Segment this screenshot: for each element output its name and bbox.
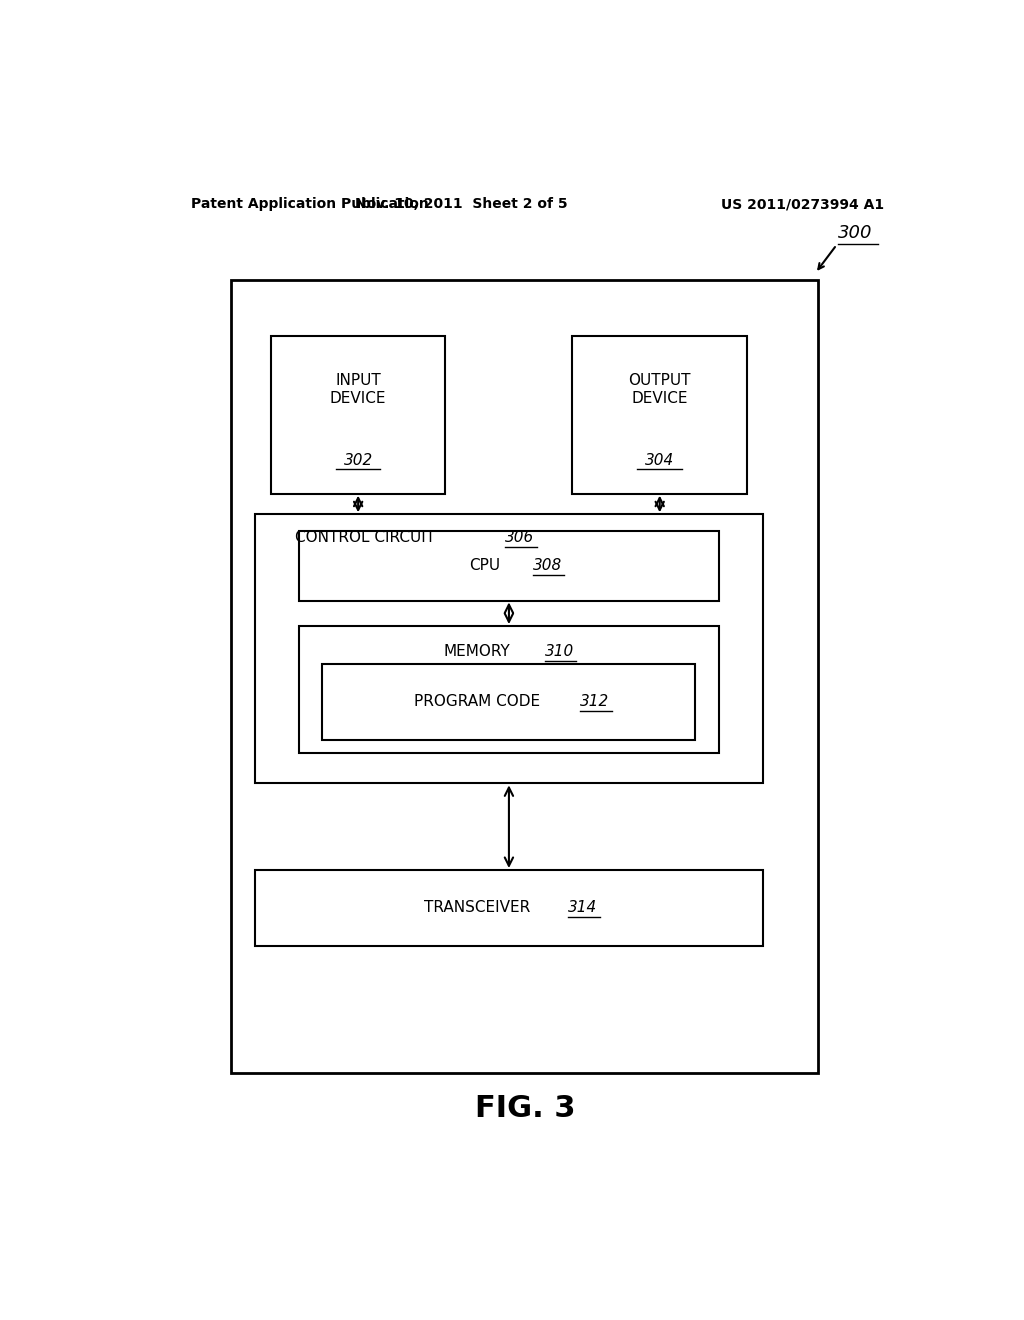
Text: CONTROL CIRCUIT: CONTROL CIRCUIT [295, 531, 435, 545]
Text: FIG. 3: FIG. 3 [474, 1094, 575, 1123]
Text: CPU: CPU [470, 558, 501, 573]
Text: 310: 310 [545, 644, 573, 659]
FancyBboxPatch shape [270, 337, 445, 494]
Text: 304: 304 [645, 453, 675, 469]
FancyBboxPatch shape [255, 515, 763, 784]
Text: MEMORY: MEMORY [443, 644, 511, 659]
Text: US 2011/0273994 A1: US 2011/0273994 A1 [721, 197, 884, 211]
Text: 302: 302 [343, 453, 373, 469]
Text: PROGRAM CODE: PROGRAM CODE [414, 694, 541, 709]
FancyBboxPatch shape [572, 337, 748, 494]
Text: 306: 306 [505, 531, 535, 545]
Text: Patent Application Publication: Patent Application Publication [191, 197, 429, 211]
Text: Nov. 10, 2011  Sheet 2 of 5: Nov. 10, 2011 Sheet 2 of 5 [355, 197, 567, 211]
FancyBboxPatch shape [299, 626, 719, 752]
Text: OUTPUT
DEVICE: OUTPUT DEVICE [629, 374, 691, 405]
FancyBboxPatch shape [255, 870, 763, 946]
Text: 300: 300 [839, 224, 872, 242]
Text: 314: 314 [568, 900, 598, 916]
FancyBboxPatch shape [323, 664, 695, 739]
Text: INPUT
DEVICE: INPUT DEVICE [330, 374, 386, 405]
Text: 308: 308 [532, 558, 562, 573]
FancyBboxPatch shape [231, 280, 818, 1073]
FancyBboxPatch shape [299, 532, 719, 601]
Text: 312: 312 [581, 694, 609, 709]
Text: TRANSCEIVER: TRANSCEIVER [424, 900, 530, 916]
